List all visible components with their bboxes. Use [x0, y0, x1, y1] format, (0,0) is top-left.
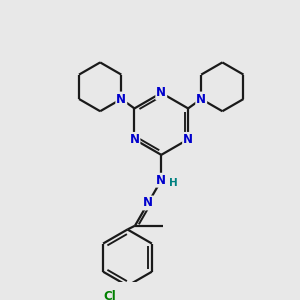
Text: N: N — [116, 92, 126, 106]
Text: N: N — [156, 174, 166, 187]
Text: N: N — [183, 133, 193, 146]
Text: H: H — [169, 178, 178, 188]
Text: N: N — [129, 133, 140, 146]
Text: N: N — [156, 86, 166, 99]
Text: N: N — [143, 196, 153, 209]
Text: N: N — [196, 92, 206, 106]
Text: Cl: Cl — [103, 290, 116, 300]
